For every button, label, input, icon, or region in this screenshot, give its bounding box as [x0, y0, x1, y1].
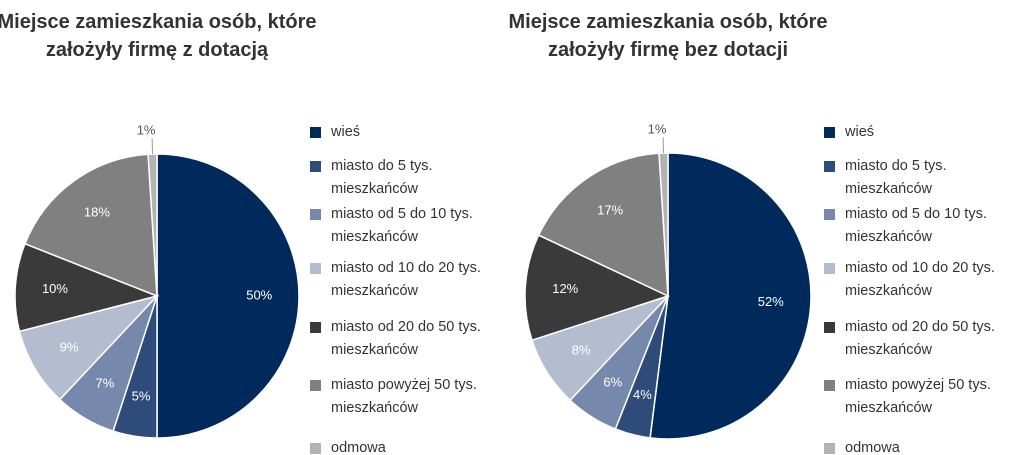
data-label: 5% [132, 388, 151, 403]
legend-label: odmowa [331, 440, 386, 455]
data-label: 6% [603, 374, 622, 389]
data-label: 1% [137, 123, 156, 138]
legend-swatch [824, 161, 835, 172]
data-label: 4% [633, 387, 652, 402]
pie-slice [14, 242, 160, 333]
pie-slice [23, 153, 158, 298]
legend-label: miasto do 5 tys. mieszkańców [845, 158, 947, 197]
legend-label: miasto od 5 do 10 tys. mieszkańców [845, 206, 987, 245]
legend-swatch [824, 443, 835, 454]
pie-slice [18, 294, 160, 401]
legend-swatch [824, 209, 835, 220]
legend-label: miasto od 20 do 50 tys. mieszkańców [845, 319, 995, 358]
legend-label: wieś [845, 124, 875, 140]
chart-title: Miejsce zamieszkania osób, które założył… [508, 11, 828, 61]
pie-slice [524, 234, 671, 342]
legend-swatch [824, 263, 835, 274]
pie-slice [156, 153, 300, 439]
data-label: 18% [84, 205, 110, 220]
legend-label: miasto powyżej 50 tys. mieszkańców [331, 377, 477, 416]
data-label: 1% [648, 122, 667, 137]
legend-label: miasto do 5 tys. mieszkańców [331, 158, 433, 197]
legend-swatch [824, 322, 835, 333]
legend-swatch [310, 443, 321, 454]
data-label: 52% [758, 294, 784, 309]
legend-swatch [310, 322, 321, 333]
legend-swatch [310, 209, 321, 220]
pie-slice [537, 152, 669, 298]
data-label: 9% [60, 339, 79, 354]
legend-swatch [310, 380, 321, 391]
data-label: 17% [597, 202, 623, 217]
chart-title: Miejsce zamieszkania osób, które założył… [0, 11, 317, 61]
data-label: 50% [246, 287, 272, 302]
legend-swatch [824, 127, 835, 138]
legend-label: odmowa [845, 440, 900, 455]
legend-label: miasto od 10 do 20 tys. mieszkańców [331, 260, 481, 299]
legend-label: miasto od 20 do 50 tys. mieszkańców [331, 319, 481, 358]
data-label: 8% [572, 343, 591, 358]
legend-swatch [310, 263, 321, 274]
legend-label: wieś [331, 124, 361, 140]
legend-label: miasto od 5 do 10 tys. mieszkańców [331, 206, 473, 245]
legend-swatch [310, 127, 321, 138]
legend-label: miasto od 10 do 20 tys. mieszkańców [845, 260, 995, 299]
data-label: 10% [42, 281, 68, 296]
legend-swatch [310, 161, 321, 172]
data-label: 12% [552, 281, 578, 296]
data-label: 7% [96, 375, 115, 390]
legend-label: miasto powyżej 50 tys. mieszkańców [845, 377, 991, 416]
legend-swatch [824, 380, 835, 391]
pie-slice [649, 152, 812, 440]
